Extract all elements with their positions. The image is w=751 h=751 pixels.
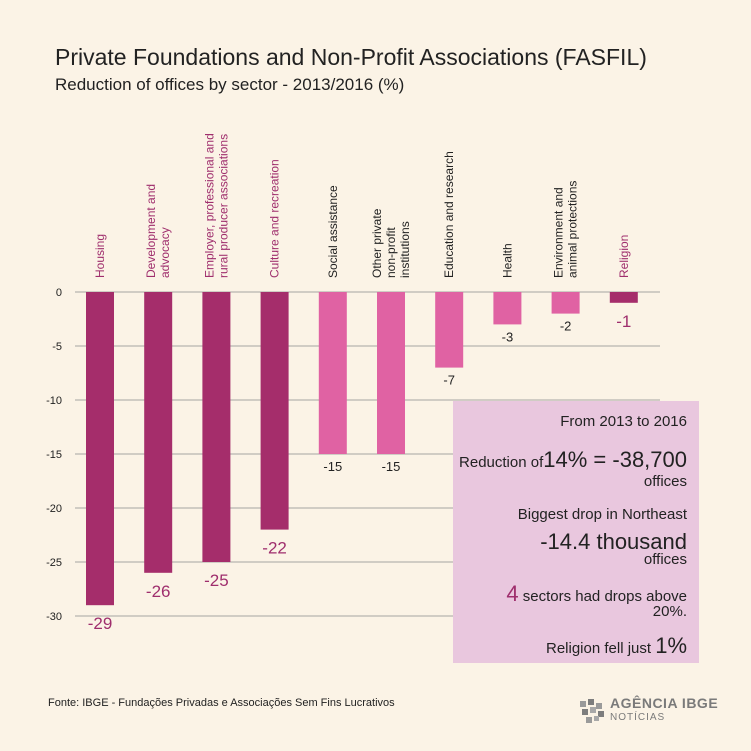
x-tick-label: Religion xyxy=(617,235,631,278)
x-tick-label-line: Other private xyxy=(370,208,384,278)
x-tick-label-line: advocacy xyxy=(158,227,172,278)
x-tick-label-line: Social assistance xyxy=(326,185,340,278)
info-drop-unit: offices xyxy=(643,551,687,568)
data-label: -22 xyxy=(262,539,287,558)
info-reduction: Reduction of14% = -38,700 xyxy=(459,447,687,473)
bar xyxy=(551,292,580,314)
x-tick-label: Development andadvocacy xyxy=(144,184,172,278)
x-tick-label-line: Culture and recreation xyxy=(268,159,282,278)
info-religion: Religion fell just 1% xyxy=(546,633,687,659)
x-tick-label-line: Religion xyxy=(617,235,631,278)
x-tick-label-line: Environment and xyxy=(552,187,566,278)
info-period: From 2013 to 2016 xyxy=(560,413,687,430)
logo-sub: NOTÍCIAS xyxy=(610,712,666,723)
x-tick-label: Environment andanimal protections xyxy=(552,181,580,278)
x-tick-label-line: institutions xyxy=(398,221,412,278)
bar xyxy=(86,292,114,606)
x-tick-label-line: non-profit xyxy=(384,227,398,278)
info-sectors: 4 sectors had drops above xyxy=(506,581,687,607)
data-label: -15 xyxy=(323,459,342,474)
bar xyxy=(202,292,231,562)
x-tick-label: Education and research xyxy=(442,151,456,278)
x-tick-label-line: animal protections xyxy=(566,181,580,278)
info-reduction-value: = -38,700 xyxy=(587,447,687,472)
bar xyxy=(318,292,347,454)
info-religion-value: 1% xyxy=(655,633,687,658)
info-sectors-text: sectors had drops above xyxy=(518,588,687,605)
y-tick-label: -15 xyxy=(46,449,62,461)
y-tick-label: 0 xyxy=(56,287,62,299)
ibge-logo-icon xyxy=(580,699,604,723)
x-tick-label-line: Employer, professional and xyxy=(202,133,216,278)
bar xyxy=(377,292,405,454)
info-reduction-unit: offices xyxy=(643,473,687,490)
bar xyxy=(144,292,173,573)
info-sectors-threshold: 20%. xyxy=(652,603,687,620)
bar xyxy=(493,292,522,325)
x-tick-label: Housing xyxy=(93,234,107,278)
x-tick-label-line: rural producer associations xyxy=(216,134,230,278)
x-tick-label: Social assistance xyxy=(326,185,340,278)
data-label: -1 xyxy=(616,312,631,331)
bar xyxy=(260,292,289,530)
data-label: -25 xyxy=(204,571,229,590)
chart-subtitle: Reduction of offices by sector - 2013/20… xyxy=(55,75,405,94)
info-drop-value: -14.4 thousand xyxy=(540,529,687,554)
y-tick-label: -10 xyxy=(46,395,62,407)
logo-brand: AGÊNCIA IBGE xyxy=(610,695,719,711)
x-tick-label: Health xyxy=(500,243,514,278)
x-tick-label: Culture and recreation xyxy=(268,159,282,278)
y-tick-label: -5 xyxy=(52,341,62,353)
y-tick-label: -20 xyxy=(46,503,62,515)
chart-title: Private Foundations and Non-Profit Assoc… xyxy=(55,44,647,70)
info-reduction-prefix: Reduction of xyxy=(459,454,544,471)
x-tick-label: Employer, professional andrural producer… xyxy=(202,133,230,278)
x-tick-label: Other privatenon-profitinstitutions xyxy=(370,208,412,278)
y-tick-label: -25 xyxy=(46,557,62,569)
info-box: From 2013 to 2016 Reduction of14% = -38,… xyxy=(453,401,699,663)
bar xyxy=(609,292,638,303)
x-tick-label-line: Health xyxy=(500,243,514,278)
x-tick-label-line: Development and xyxy=(144,184,158,278)
source-note: Fonte: IBGE - Fundações Privadas e Assoc… xyxy=(48,697,395,709)
data-label: -26 xyxy=(146,582,171,601)
info-religion-text: Religion fell just xyxy=(545,640,656,657)
bar xyxy=(435,292,464,368)
y-tick-label: -30 xyxy=(46,611,62,623)
data-label: -15 xyxy=(382,459,401,474)
info-reduction-pct: 14% xyxy=(543,447,588,472)
info-drop-label: Biggest drop in Northeast xyxy=(517,506,687,523)
x-tick-label-line: Housing xyxy=(93,234,107,278)
data-label: -29 xyxy=(88,614,113,633)
x-tick-label-line: Education and research xyxy=(442,151,456,278)
data-label: -3 xyxy=(502,329,514,344)
info-sectors-count: 4 xyxy=(506,581,519,606)
data-label: -2 xyxy=(560,319,572,334)
data-label: -7 xyxy=(443,373,455,388)
agencia-ibge-logo: AGÊNCIA IBGE NOTÍCIAS xyxy=(578,695,718,735)
